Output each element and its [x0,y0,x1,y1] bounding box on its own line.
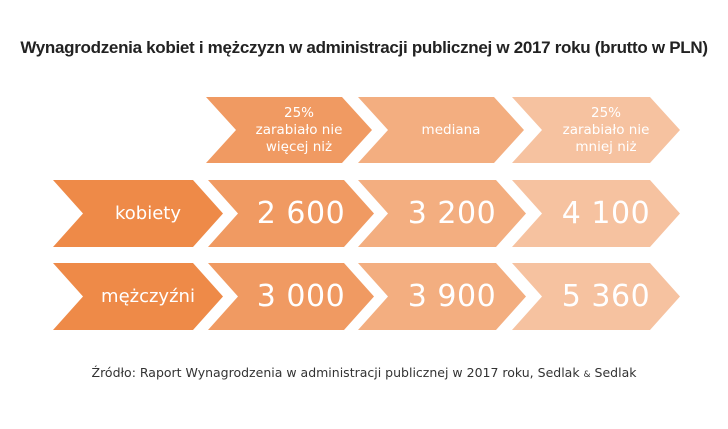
row-label-kobiety: kobiety [53,180,223,247]
value-cell: 3 000 [208,263,374,330]
value-cell: 3 900 [358,263,526,330]
row-label-mezczyzni: mężczyźni [53,263,223,330]
value-cell: 4 100 [512,180,680,247]
column-header-p25: 25% zarabiało nie więcej niż [206,97,372,163]
column-header-median: mediana [358,97,524,163]
value-cell: 3 200 [358,180,526,247]
column-header-p75: 25% zarabiało nie mniej niż [512,97,680,163]
value-cell: 5 360 [512,263,680,330]
chart-title: Wynagrodzenia kobiet i mężczyzn w admini… [20,38,708,57]
source-note: Źródło: Raport Wynagrodzenia w administr… [91,365,637,380]
value-cell: 2 600 [208,180,374,247]
